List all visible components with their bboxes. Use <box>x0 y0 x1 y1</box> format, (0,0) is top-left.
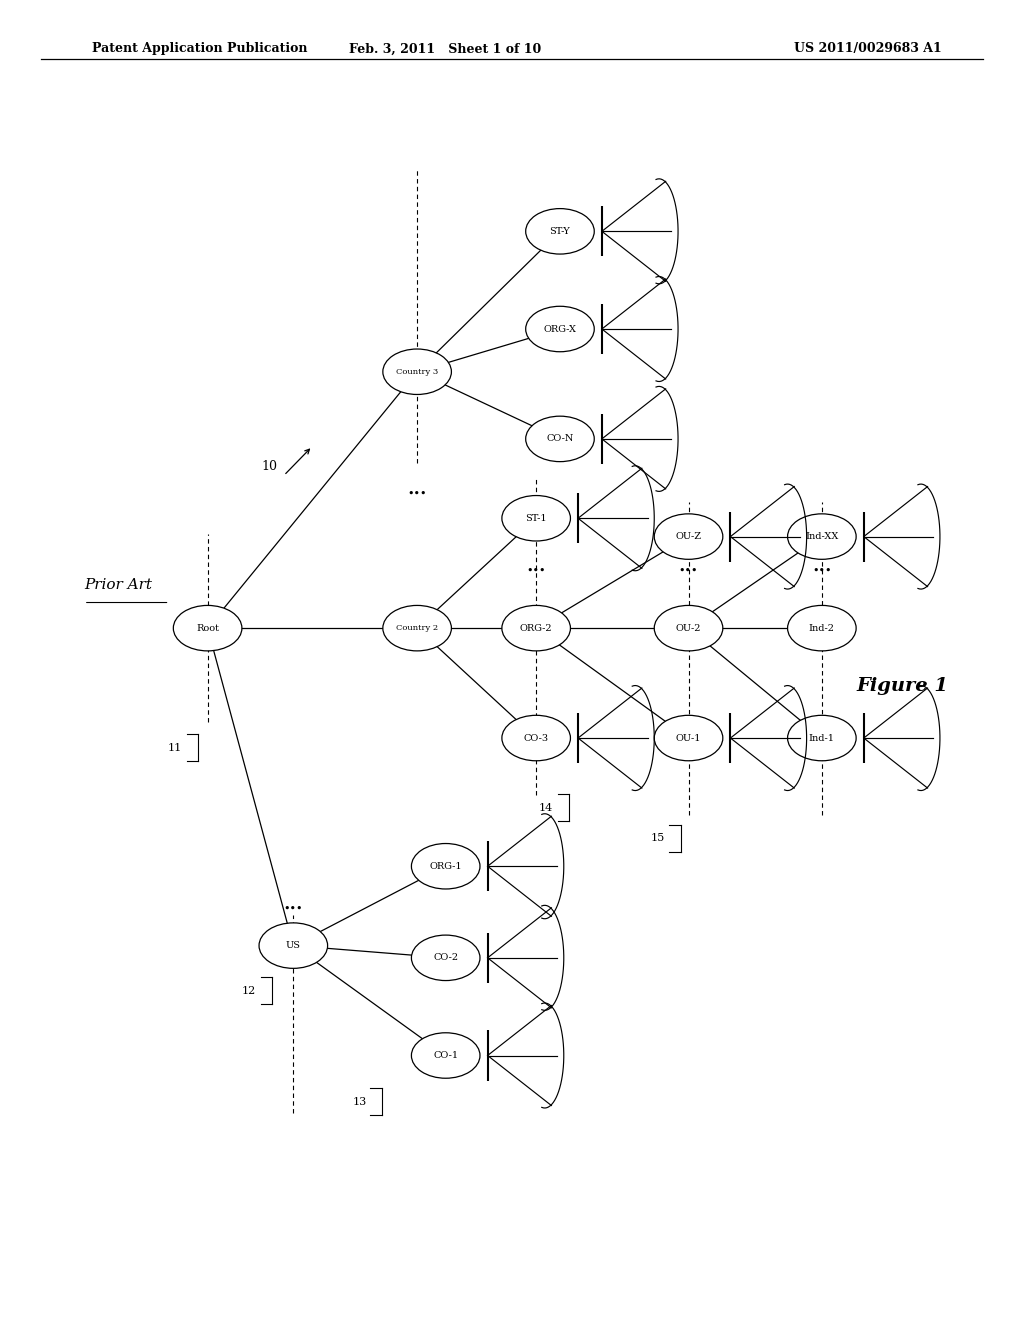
Ellipse shape <box>259 923 328 969</box>
Ellipse shape <box>383 348 452 395</box>
Text: OU-Z: OU-Z <box>676 532 701 541</box>
Text: •••: ••• <box>812 566 831 576</box>
Text: CO-1: CO-1 <box>433 1051 459 1060</box>
Text: US: US <box>286 941 301 950</box>
Text: •••: ••• <box>679 566 698 576</box>
Text: 11: 11 <box>168 743 182 752</box>
Ellipse shape <box>787 606 856 651</box>
Text: ST-1: ST-1 <box>525 513 547 523</box>
Text: CO-N: CO-N <box>546 434 573 444</box>
Ellipse shape <box>412 935 480 981</box>
Text: Patent Application Publication: Patent Application Publication <box>92 42 307 55</box>
Text: ORG-1: ORG-1 <box>429 862 462 871</box>
Ellipse shape <box>654 606 723 651</box>
Ellipse shape <box>654 513 723 560</box>
Ellipse shape <box>654 715 723 760</box>
Text: •••: ••• <box>526 566 546 576</box>
Text: Root: Root <box>197 623 219 632</box>
Text: 12: 12 <box>242 986 256 995</box>
Text: 15: 15 <box>650 833 665 843</box>
Ellipse shape <box>173 606 242 651</box>
Text: 10: 10 <box>261 461 278 474</box>
Ellipse shape <box>502 715 570 760</box>
Text: Country 2: Country 2 <box>396 624 438 632</box>
Text: •••: ••• <box>284 904 303 913</box>
Text: CO-2: CO-2 <box>433 953 459 962</box>
Ellipse shape <box>787 715 856 760</box>
Ellipse shape <box>787 513 856 560</box>
Ellipse shape <box>502 606 570 651</box>
Text: Country 3: Country 3 <box>396 368 438 376</box>
Text: Ind-1: Ind-1 <box>809 734 835 743</box>
Text: ST-Y: ST-Y <box>550 227 570 236</box>
Text: 14: 14 <box>539 803 553 813</box>
Text: US 2011/0029683 A1: US 2011/0029683 A1 <box>794 42 941 55</box>
Text: ORG-2: ORG-2 <box>520 623 553 632</box>
Text: •••: ••• <box>408 488 427 499</box>
Text: Ind-XX: Ind-XX <box>805 532 839 541</box>
Ellipse shape <box>502 495 570 541</box>
Text: OU-1: OU-1 <box>676 734 701 743</box>
Ellipse shape <box>525 416 594 462</box>
Text: 13: 13 <box>352 1097 367 1107</box>
Text: CO-3: CO-3 <box>523 734 549 743</box>
Text: Feb. 3, 2011   Sheet 1 of 10: Feb. 3, 2011 Sheet 1 of 10 <box>349 42 542 55</box>
Ellipse shape <box>412 843 480 888</box>
Text: Prior Art: Prior Art <box>84 578 152 593</box>
Text: ORG-X: ORG-X <box>544 325 577 334</box>
Ellipse shape <box>412 1032 480 1078</box>
Text: Ind-2: Ind-2 <box>809 623 835 632</box>
Text: Figure 1: Figure 1 <box>857 677 949 694</box>
Ellipse shape <box>525 306 594 351</box>
Ellipse shape <box>525 209 594 253</box>
Ellipse shape <box>383 606 452 651</box>
Text: OU-2: OU-2 <box>676 623 701 632</box>
